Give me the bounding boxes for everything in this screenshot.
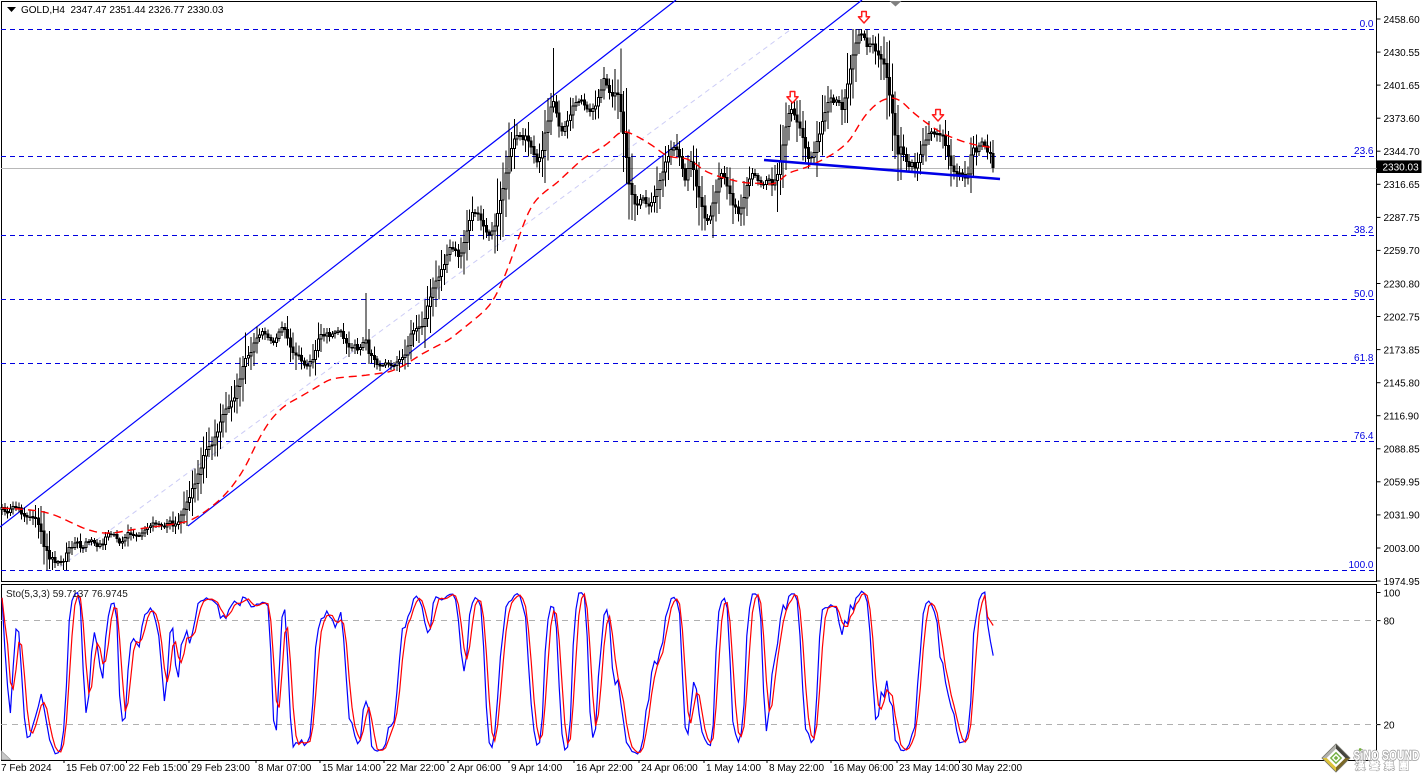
svg-text:8 May 22:00: 8 May 22:00 xyxy=(769,763,824,774)
svg-text:2 Apr 06:00: 2 Apr 06:00 xyxy=(450,763,502,774)
svg-text:29 Feb 23:00: 29 Feb 23:00 xyxy=(191,763,250,774)
svg-text:2088.85: 2088.85 xyxy=(1384,445,1421,456)
svg-text:20: 20 xyxy=(1384,720,1396,731)
svg-text:SiNO SOUND: SiNO SOUND xyxy=(1354,747,1420,763)
svg-text:1 May 14:00: 1 May 14:00 xyxy=(706,763,761,774)
svg-text:9 Apr 14:00: 9 Apr 14:00 xyxy=(511,763,563,774)
svg-text:2401.65: 2401.65 xyxy=(1384,81,1421,92)
svg-text:23 May 14:00: 23 May 14:00 xyxy=(899,763,960,774)
svg-text:15 Mar 14:00: 15 Mar 14:00 xyxy=(322,763,381,774)
svg-text:2059.95: 2059.95 xyxy=(1384,478,1421,489)
svg-text:30 May 22:00: 30 May 22:00 xyxy=(962,763,1023,774)
svg-text:2202.75: 2202.75 xyxy=(1384,312,1421,323)
svg-text:23.6: 23.6 xyxy=(1354,146,1374,157)
svg-text:Sto(5,3,3) 59.7137 76.9745: Sto(5,3,3) 59.7137 76.9745 xyxy=(6,589,128,600)
svg-text:22 Mar 22:00: 22 Mar 22:00 xyxy=(386,763,445,774)
svg-text:38.2: 38.2 xyxy=(1354,225,1374,236)
svg-text:0.0: 0.0 xyxy=(1360,19,1374,30)
svg-text:GOLD,H4 2347.47 2351.44 2326.: GOLD,H4 2347.47 2351.44 2326.77 2330.03 xyxy=(21,5,224,16)
svg-text:100: 100 xyxy=(1384,588,1401,599)
svg-text:2458.60: 2458.60 xyxy=(1384,15,1421,26)
svg-text:2173.85: 2173.85 xyxy=(1384,345,1421,356)
svg-text:2330.03: 2330.03 xyxy=(1383,163,1420,174)
svg-text:16 Apr 22:00: 16 Apr 22:00 xyxy=(576,763,633,774)
svg-text:8 Mar 07:00: 8 Mar 07:00 xyxy=(258,763,312,774)
svg-text:100.0: 100.0 xyxy=(1348,560,1373,571)
svg-text:61.8: 61.8 xyxy=(1354,353,1374,364)
svg-text:22 Feb 15:00: 22 Feb 15:00 xyxy=(129,763,188,774)
svg-text:16 May 06:00: 16 May 06:00 xyxy=(833,763,894,774)
svg-text:76.4: 76.4 xyxy=(1354,431,1374,442)
svg-text:24 Apr 06:00: 24 Apr 06:00 xyxy=(641,763,698,774)
svg-text:1974.95: 1974.95 xyxy=(1384,577,1421,588)
svg-text:2287.75: 2287.75 xyxy=(1384,213,1421,224)
svg-text:漢聲集團: 漢聲集團 xyxy=(1355,760,1413,773)
svg-text:2031.90: 2031.90 xyxy=(1384,511,1421,522)
svg-text:2373.60: 2373.60 xyxy=(1384,114,1421,125)
svg-text:2116.90: 2116.90 xyxy=(1384,412,1420,423)
svg-text:2230.80: 2230.80 xyxy=(1384,279,1421,290)
svg-text:80: 80 xyxy=(1384,616,1396,627)
svg-text:15 Feb 07:00: 15 Feb 07:00 xyxy=(66,763,125,774)
svg-text:2259.70: 2259.70 xyxy=(1384,246,1421,257)
svg-text:2316.65: 2316.65 xyxy=(1384,180,1421,191)
svg-text:7 Feb 2024: 7 Feb 2024 xyxy=(1,763,52,774)
svg-text:2003.00: 2003.00 xyxy=(1384,544,1421,555)
svg-text:50.0: 50.0 xyxy=(1354,289,1374,300)
svg-text:2430.55: 2430.55 xyxy=(1384,48,1421,59)
svg-text:2145.80: 2145.80 xyxy=(1384,379,1421,390)
svg-text:2344.70: 2344.70 xyxy=(1384,147,1421,158)
